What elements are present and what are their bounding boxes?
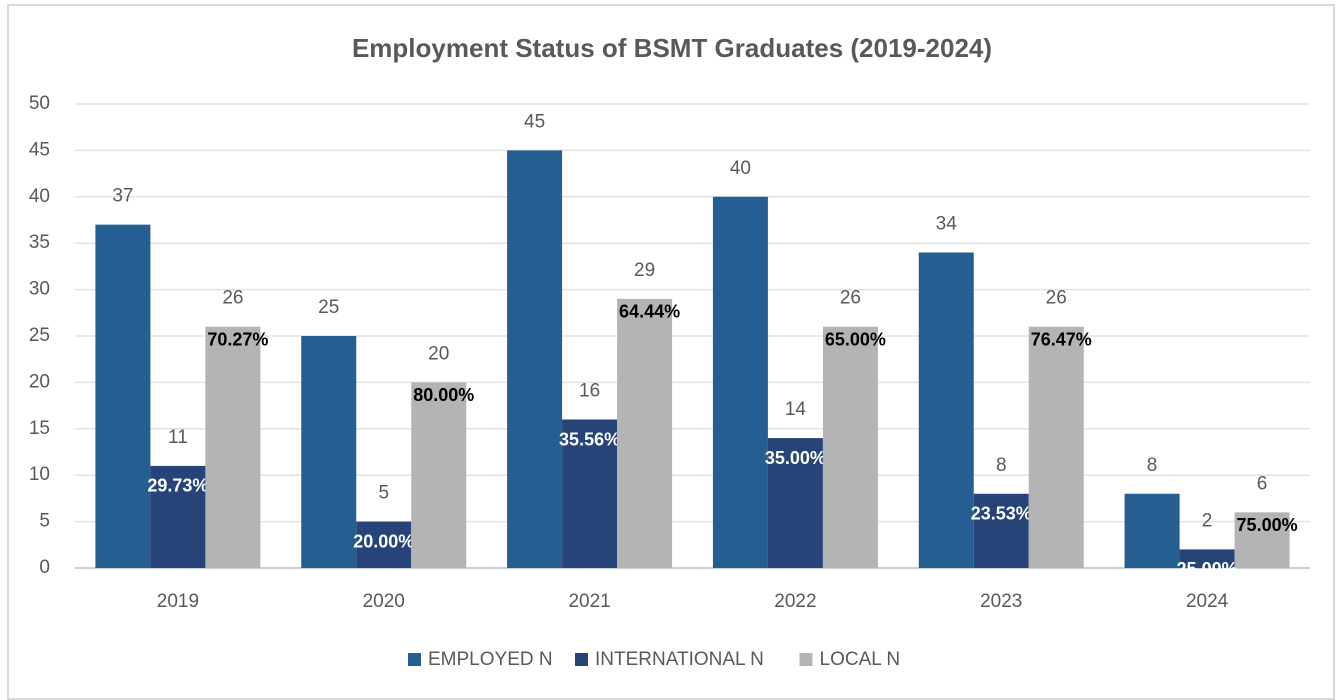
bar: [918, 252, 974, 569]
percent-label: 35.00%: [765, 448, 826, 468]
x-tick-label: 2019: [157, 591, 199, 612]
y-tick-label: 35: [29, 232, 50, 253]
percent-label: 23.53%: [971, 504, 1032, 524]
y-tick-label: 45: [29, 139, 50, 160]
value-label: 26: [222, 288, 243, 309]
value-label: 37: [112, 186, 133, 207]
value-label: 26: [1046, 288, 1067, 309]
x-tick-label: 2022: [774, 591, 816, 612]
percent-label: 75.00%: [1237, 515, 1298, 535]
value-label: 40: [730, 158, 751, 179]
y-tick-label: 30: [29, 279, 50, 300]
value-label: 20: [428, 343, 449, 364]
y-tick-label: 15: [29, 418, 50, 439]
value-label: 45: [524, 111, 545, 132]
x-tick-label: 2024: [1186, 591, 1229, 612]
y-tick-label: 10: [29, 464, 50, 485]
value-label: 16: [579, 381, 600, 402]
y-tick-label: 0: [39, 557, 50, 578]
bar: [95, 224, 151, 568]
value-label: 5: [378, 483, 389, 504]
y-tick-label: 20: [29, 371, 50, 392]
legend-swatch: [799, 653, 813, 666]
bar: [617, 298, 673, 568]
value-label: 29: [634, 260, 655, 281]
percent-label: 20.00%: [353, 531, 414, 551]
value-label: 14: [785, 399, 807, 420]
percent-label: 29.73%: [147, 476, 208, 496]
bar: [356, 521, 412, 568]
x-tick-label: 2020: [363, 591, 405, 612]
value-label: 26: [840, 288, 861, 309]
percent-label: 35.56%: [559, 429, 620, 449]
legend-label: LOCAL N: [820, 649, 901, 670]
y-tick-label: 25: [29, 325, 50, 346]
x-tick-label: 2023: [980, 591, 1022, 612]
chart-title: Employment Status of BSMT Graduates (201…: [352, 33, 992, 63]
bar: [1234, 512, 1290, 568]
bar: [150, 465, 206, 568]
y-tick-label: 40: [29, 186, 50, 207]
bar: [1179, 549, 1235, 568]
bar: [767, 438, 823, 568]
value-label: 8: [1147, 455, 1158, 476]
bar: [1124, 493, 1180, 568]
bar: [301, 336, 357, 568]
percent-label: 65.00%: [825, 329, 886, 349]
legend-swatch: [575, 653, 588, 666]
percent-label: 64.44%: [619, 302, 680, 322]
bar: [411, 382, 467, 568]
bar: [973, 493, 1029, 568]
y-tick-label: 5: [39, 511, 50, 532]
value-label: 11: [168, 427, 188, 448]
value-label: 6: [1257, 473, 1268, 494]
x-tick-label: 2021: [568, 591, 610, 612]
legend-label: EMPLOYED N: [428, 649, 553, 670]
bar: [562, 419, 618, 568]
legend-swatch: [408, 653, 421, 666]
bar: [1028, 326, 1084, 568]
percent-label: 25.00%: [1177, 559, 1238, 579]
bar: [712, 196, 768, 569]
bar: [205, 326, 261, 568]
value-label: 34: [936, 213, 958, 234]
percent-label: 80.00%: [413, 385, 474, 405]
y-tick-label: 50: [29, 93, 50, 114]
bar: [822, 326, 878, 568]
bar: [507, 150, 563, 568]
value-label: 8: [996, 455, 1007, 476]
percent-label: 70.27%: [207, 329, 268, 349]
value-label: 2: [1202, 510, 1213, 531]
value-label: 25: [318, 297, 339, 318]
legend-label: INTERNATIONAL N: [595, 649, 764, 670]
percent-label: 76.47%: [1031, 329, 1092, 349]
